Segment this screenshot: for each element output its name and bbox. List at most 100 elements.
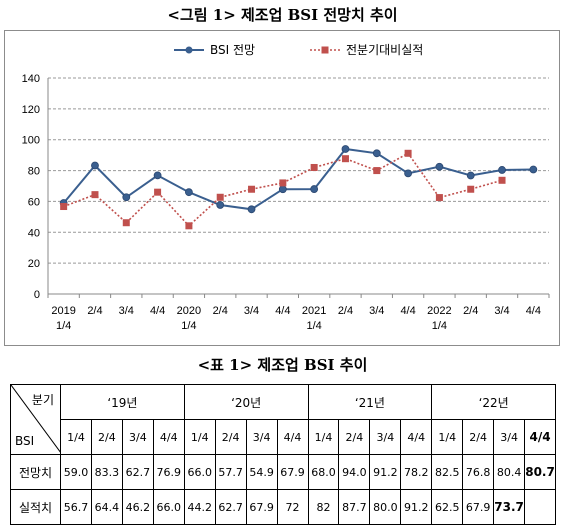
forecast-cell: 57.7 bbox=[214, 454, 247, 490]
table-row-forecast: 전망치 59.0 83.3 62.7 76.9 66.0 57.7 54.9 6… bbox=[10, 454, 556, 490]
quarter-header: 2/4 bbox=[90, 419, 123, 455]
x-tick-label: 3/4 bbox=[369, 305, 384, 317]
y-tick-label: 100 bbox=[22, 135, 40, 147]
legend-marker bbox=[185, 46, 193, 54]
row-label-forecast: 전망치 bbox=[10, 454, 61, 490]
forecast-cell: 66.0 bbox=[183, 454, 216, 490]
y-tick-label: 20 bbox=[28, 258, 40, 270]
forecast-cell: 78.2 bbox=[400, 454, 433, 490]
x-tick-label: 2021 bbox=[302, 305, 326, 317]
y-tick-label: 40 bbox=[28, 227, 40, 239]
table-corner-cell: 분기 BSI bbox=[10, 384, 61, 455]
data-point bbox=[60, 203, 68, 211]
x-tick-label: 4/4 bbox=[275, 305, 290, 317]
forecast-cell: 80.4 bbox=[493, 454, 526, 490]
data-point bbox=[310, 185, 319, 193]
data-point bbox=[435, 162, 444, 171]
quarter-header: 4/4 bbox=[400, 419, 433, 455]
forecast-cell: 94.0 bbox=[338, 454, 371, 490]
data-point bbox=[153, 171, 162, 180]
data-point bbox=[498, 176, 506, 184]
quarter-header: 4/4 bbox=[276, 419, 309, 455]
data-point bbox=[154, 188, 162, 196]
actual-cell: 46.2 bbox=[121, 489, 154, 525]
x-tick-label: 4/4 bbox=[150, 305, 165, 317]
bsi-line-chart: 0 20 40 60 80 100 120 140 2019 1/4 2/4 3/4 4/4 2020 1/… bbox=[22, 43, 550, 332]
x-tick-label: 2/4 bbox=[463, 305, 478, 317]
x-tick-label: 2/4 bbox=[338, 305, 353, 317]
corner-diagonal bbox=[11, 385, 61, 453]
data-point bbox=[341, 145, 350, 153]
forecast-cell: 54.9 bbox=[245, 454, 278, 490]
legend-marker bbox=[321, 46, 329, 54]
x-tick-label: 1/4 bbox=[432, 320, 447, 332]
actual-cell: 64.4 bbox=[90, 489, 123, 525]
actual-cell: 44.2 bbox=[183, 489, 216, 525]
data-point bbox=[122, 193, 131, 202]
x-tick-label: 3/4 bbox=[244, 305, 259, 317]
x-tick-label: 3/4 bbox=[494, 305, 509, 317]
x-tick-label: 2022 bbox=[427, 305, 451, 317]
y-tick-label: 80 bbox=[28, 166, 40, 178]
data-point bbox=[216, 193, 224, 201]
actual-cell: 72 bbox=[276, 489, 309, 525]
quarter-header: 3/4 bbox=[493, 419, 526, 455]
data-point bbox=[435, 194, 443, 202]
quarter-header: 2/4 bbox=[462, 419, 495, 455]
actual-cell: 80.0 bbox=[369, 489, 402, 525]
y-tick-label: 60 bbox=[28, 196, 40, 208]
table-row-actual: 실적치 56.7 64.4 46.2 66.0 44.2 62.7 67.9 7… bbox=[10, 489, 556, 525]
x-tick-label: 4/4 bbox=[526, 305, 541, 317]
forecast-cell: 59.0 bbox=[60, 454, 92, 490]
table-year-row: 분기 BSI ‘19년 ‘20년 ‘21년 ‘22년 bbox=[10, 384, 556, 455]
forecast-cell: 82.5 bbox=[431, 454, 464, 490]
data-point bbox=[247, 205, 256, 214]
quarter-header: 4/4 bbox=[524, 419, 556, 455]
data-point bbox=[373, 167, 381, 175]
data-point bbox=[91, 191, 99, 199]
year-header: ‘20년 bbox=[183, 384, 309, 420]
x-tick-label: 2019 bbox=[51, 305, 75, 317]
forecast-cell: 62.7 bbox=[121, 454, 154, 490]
quarter-header: 1/4 bbox=[60, 419, 92, 455]
data-point bbox=[278, 185, 287, 194]
figure-title: <그림 1> 제조업 BSI 전망치 추이 bbox=[167, 6, 398, 24]
table-title: <표 1> 제조업 BSI 추이 bbox=[197, 356, 368, 374]
actual-cell: 67.9 bbox=[245, 489, 278, 525]
quarter-header: 2/4 bbox=[338, 419, 371, 455]
quarter-header: 1/4 bbox=[183, 419, 216, 455]
data-point bbox=[467, 185, 475, 193]
data-point bbox=[91, 161, 99, 170]
actual-cell: 87.7 bbox=[338, 489, 371, 525]
series-line-0 bbox=[62, 147, 534, 211]
corner-quarter-label: 분기 bbox=[31, 393, 54, 407]
y-tick-label: 140 bbox=[22, 73, 40, 85]
quarter-header: 1/4 bbox=[307, 419, 340, 455]
table-quarter-row: 1/4 2/4 3/4 4/4 1/4 2/4 3/4 4/4 1/4 2/4 … bbox=[11, 419, 556, 455]
x-tick-label: 2/4 bbox=[213, 305, 228, 317]
x-tick-label: 1/4 bbox=[181, 320, 196, 332]
forecast-cell: 76.8 bbox=[462, 454, 495, 490]
data-point bbox=[372, 149, 381, 158]
row-label-actual: 실적치 bbox=[10, 489, 61, 525]
forecast-cell: 76.9 bbox=[152, 454, 185, 490]
year-header: ‘22년 bbox=[431, 384, 556, 420]
quarter-header: 2/4 bbox=[214, 419, 247, 455]
data-point bbox=[122, 219, 130, 227]
data-point bbox=[404, 149, 412, 157]
data-point bbox=[466, 171, 475, 180]
actual-cell: 82 bbox=[307, 489, 340, 525]
actual-cell: 56.7 bbox=[60, 489, 92, 525]
data-point bbox=[529, 165, 538, 174]
quarter-header: 3/4 bbox=[369, 419, 402, 455]
series-line-1 bbox=[63, 152, 503, 227]
chart-frame bbox=[4, 30, 560, 346]
quarter-header: 1/4 bbox=[431, 419, 464, 455]
legend-label: 전분기대비실적 bbox=[346, 43, 423, 57]
actual-cell: 66.0 bbox=[152, 489, 185, 525]
data-point bbox=[185, 188, 193, 197]
actual-cell bbox=[524, 489, 556, 525]
data-point bbox=[279, 179, 287, 187]
x-tick-label: 1/4 bbox=[307, 320, 322, 332]
actual-cell: 62.5 bbox=[431, 489, 464, 525]
